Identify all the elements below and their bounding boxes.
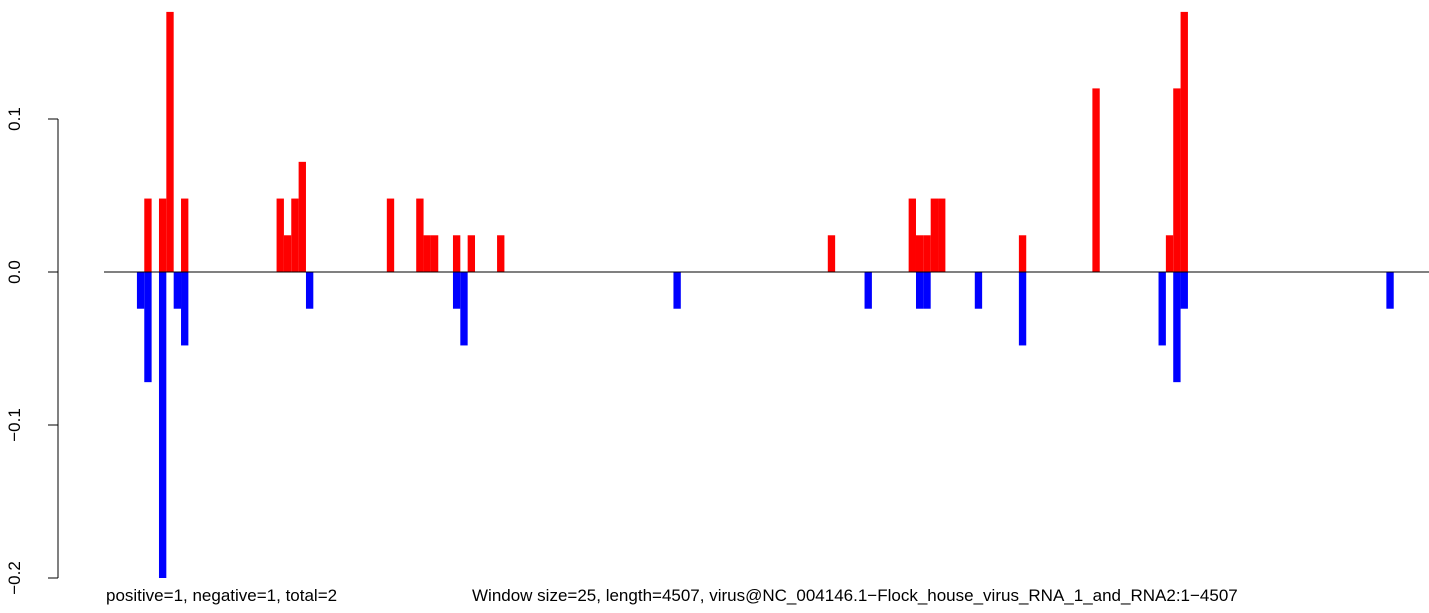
negative-bar xyxy=(1158,272,1166,346)
positive-bar xyxy=(923,235,931,272)
negative-bar xyxy=(144,272,152,383)
positive-bar xyxy=(291,198,299,272)
positive-bar xyxy=(467,235,476,272)
positive-bar xyxy=(1173,88,1181,273)
positive-bar xyxy=(386,198,395,272)
positive-bar xyxy=(908,198,916,272)
y-tick-label: −0.2 xyxy=(5,561,24,595)
positive-bar xyxy=(423,235,431,272)
positive-bar xyxy=(1092,88,1100,273)
negative-bar xyxy=(915,272,924,309)
negative-bar xyxy=(923,272,931,309)
positive-bar xyxy=(416,198,424,272)
y-axis: −0.2 −0.1 0.0 0.1 xyxy=(5,107,59,595)
negative-bar xyxy=(974,272,983,309)
y-tick-label: −0.1 xyxy=(5,408,24,442)
negative-bar xyxy=(452,272,461,309)
positive-bar xyxy=(298,161,306,272)
positive-bar xyxy=(144,198,152,272)
negative-bar xyxy=(158,272,167,578)
summary-annotation: positive=1, negative=1, total=2 xyxy=(106,586,338,605)
bars-group xyxy=(136,11,1394,578)
negative-bar xyxy=(1018,272,1027,346)
negative-bar xyxy=(673,272,681,309)
positive-bar xyxy=(430,235,439,272)
positive-bar xyxy=(166,11,174,273)
positive-bar xyxy=(497,235,505,272)
negative-bar xyxy=(1386,272,1394,309)
positive-bar xyxy=(938,198,946,272)
negative-bar xyxy=(305,272,314,309)
positive-bar xyxy=(452,235,461,272)
negative-bar xyxy=(173,272,182,309)
y-tick-label: 0.0 xyxy=(5,260,24,284)
positive-bar xyxy=(158,198,167,272)
positive-bar xyxy=(276,198,284,272)
positive-bar xyxy=(1165,235,1174,272)
positive-bar xyxy=(827,235,836,272)
positive-bar xyxy=(283,235,292,272)
negative-bar xyxy=(1173,272,1181,383)
negative-bar xyxy=(864,272,872,309)
positive-bar xyxy=(915,235,924,272)
y-tick-label: 0.1 xyxy=(5,107,24,131)
positive-bar xyxy=(181,198,189,272)
negative-bar xyxy=(1180,272,1188,309)
negative-bar xyxy=(136,272,145,309)
negative-bar xyxy=(460,272,468,346)
negative-bar xyxy=(181,272,189,346)
positive-bar xyxy=(930,198,939,272)
window-info-annotation: Window size=25, length=4507, virus@NC_00… xyxy=(472,586,1238,605)
positive-bar xyxy=(1018,235,1027,272)
positive-bar xyxy=(1180,11,1188,273)
